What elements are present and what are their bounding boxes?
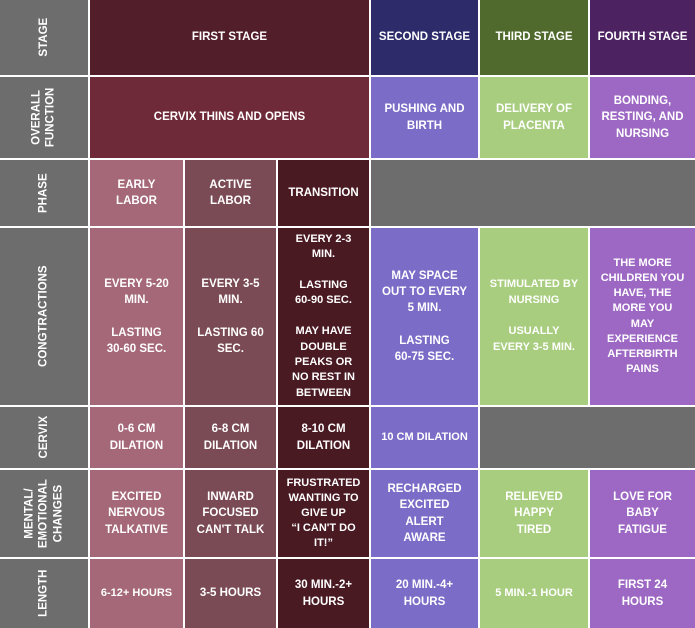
cervix-second: 10 CM DILATION (371, 407, 478, 468)
row-header-mental-emotional: MENTAL/ EMOTIONAL CHANGES (0, 470, 88, 557)
cervix-active: 6-8 CM DILATION (185, 407, 276, 468)
contractions-transition: EVERY 2-3 MIN. LASTING 60-90 SEC. MAY HA… (278, 228, 369, 405)
length-fourth: FIRST 24 HOURS (590, 559, 695, 628)
row-header-mental-label: MENTAL/ EMOTIONAL CHANGES (23, 479, 65, 548)
phase-transition: TRANSITION (278, 160, 369, 226)
row-header-cervix-label: CERVIX (37, 416, 50, 459)
phase-active-labor: ACTIVE LABOR (185, 160, 276, 226)
row-header-stage: STAGE (0, 0, 88, 75)
row-header-cervix: CERVIX (0, 407, 88, 468)
row-header-overall-function: OVERALL FUNCTION (0, 77, 88, 158)
length-second: 20 MIN.-4+ HOURS (371, 559, 478, 628)
mental-fourth: LOVE FOR BABY FATIGUE (590, 470, 695, 557)
length-active: 3-5 HOURS (185, 559, 276, 628)
row-header-overall-function-label: OVERALL FUNCTION (30, 87, 57, 148)
contractions-active: EVERY 3-5 MIN. LASTING 60 SEC. (185, 228, 276, 405)
row-header-length: LENGTH (0, 559, 88, 628)
row-header-length-label: LENGTH (37, 569, 50, 618)
row-header-contractions-label: CONGTRACTIONS (37, 265, 50, 368)
mental-active: INWARD FOCUSED CAN'T TALK (185, 470, 276, 557)
cervix-empty (480, 407, 695, 468)
row-header-phase: PHASE (0, 160, 88, 226)
second-stage-function: PUSHING AND BIRTH (371, 77, 478, 158)
mental-second: RECHARGED EXCITED ALERT AWARE (371, 470, 478, 557)
first-stage-function: CERVIX THINS AND OPENS (90, 77, 369, 158)
second-stage-header: SECOND STAGE (371, 0, 478, 75)
third-stage-function: DELIVERY OF PLACENTA (480, 77, 588, 158)
mental-early: EXCITED NERVOUS TALKATIVE (90, 470, 183, 557)
mental-third: RELIEVED HAPPY TIRED (480, 470, 588, 557)
row-header-stage-label: STAGE (37, 18, 50, 57)
length-transition: 30 MIN.-2+ HOURS (278, 559, 369, 628)
fourth-stage-function: BONDING, RESTING, AND NURSING (590, 77, 695, 158)
contractions-third: STIMULATED BY NURSING USUALLY EVERY 3-5 … (480, 228, 588, 405)
cervix-early: 0-6 CM DILATION (90, 407, 183, 468)
contractions-fourth: THE MORE CHILDREN YOU HAVE, THE MORE YOU… (590, 228, 695, 405)
contractions-early: EVERY 5-20 MIN. LASTING 30-60 SEC. (90, 228, 183, 405)
third-stage-header: THIRD STAGE (480, 0, 588, 75)
length-third: 5 MIN.-1 HOUR (480, 559, 588, 628)
cervix-transition: 8-10 CM DILATION (278, 407, 369, 468)
row-header-contractions: CONGTRACTIONS (0, 228, 88, 405)
length-early: 6-12+ HOURS (90, 559, 183, 628)
contractions-second: MAY SPACE OUT TO EVERY 5 MIN. LASTING 60… (371, 228, 478, 405)
first-stage-header: FIRST STAGE (90, 0, 369, 75)
phase-empty (371, 160, 695, 226)
mental-transition: FRUSTRATED WANTING TO GIVE UP “I CAN'T D… (278, 470, 369, 557)
row-header-phase-label: PHASE (37, 173, 50, 213)
fourth-stage-header: FOURTH STAGE (590, 0, 695, 75)
phase-early-labor: EARLY LABOR (90, 160, 183, 226)
